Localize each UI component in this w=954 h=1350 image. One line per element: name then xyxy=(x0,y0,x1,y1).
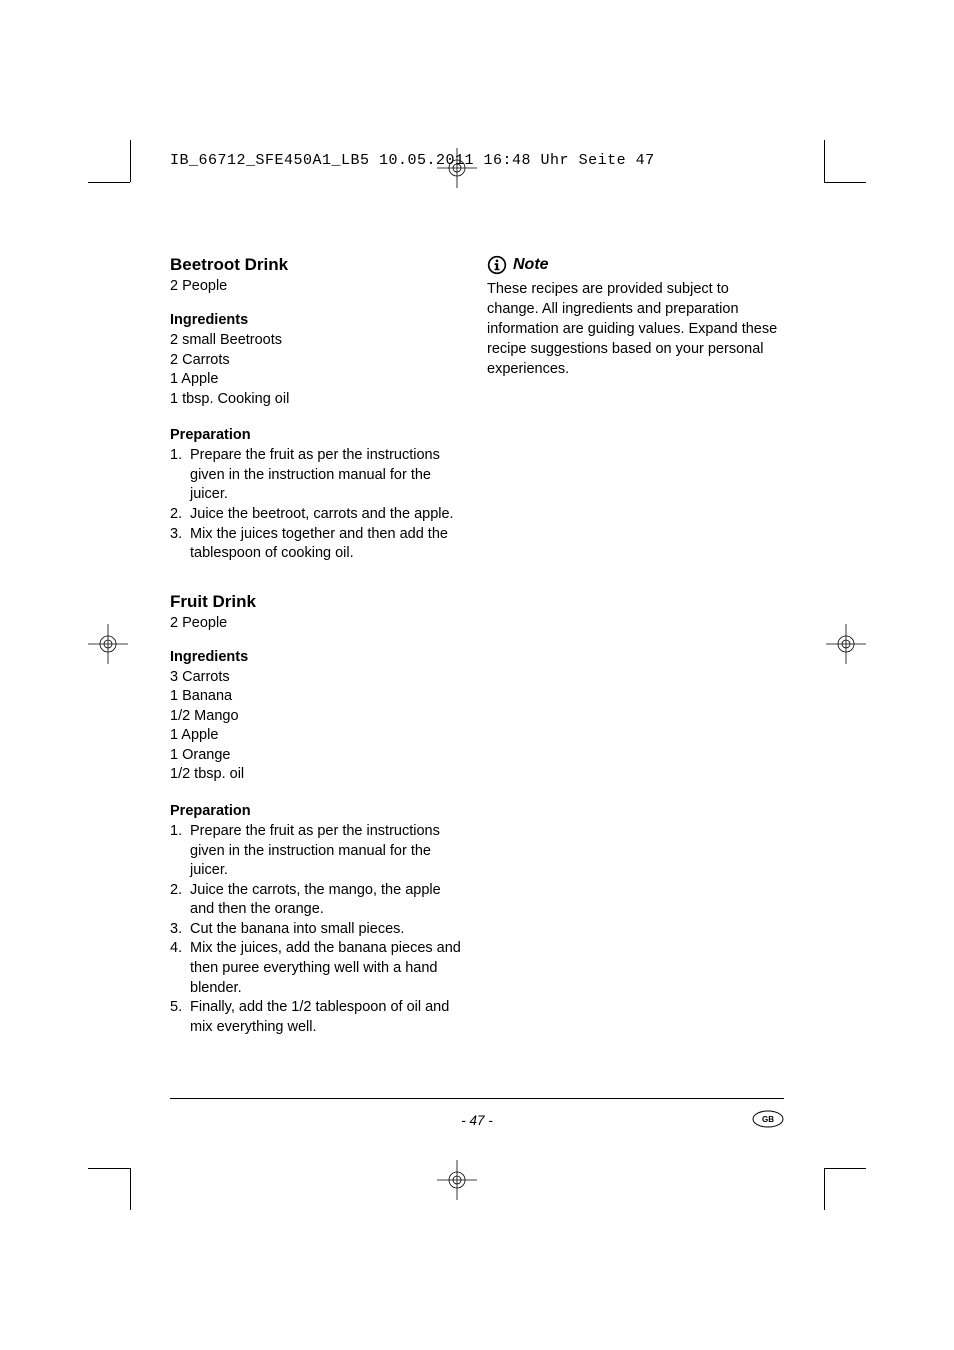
preparation-step: 2.Juice the carrots, the mango, the appl… xyxy=(170,881,467,920)
ingredient-item: 3 Carrots xyxy=(170,668,467,688)
crop-mark xyxy=(130,1168,131,1210)
ingredients-list: 2 small Beetroots 2 Carrots 1 Apple 1 tb… xyxy=(170,331,467,409)
svg-text:GB: GB xyxy=(762,1115,774,1124)
ingredient-item: 1 Banana xyxy=(170,687,467,707)
preparation-list: 1.Prepare the fruit as per the instructi… xyxy=(170,446,467,563)
note-body: These recipes are provided subject to ch… xyxy=(487,279,784,379)
ingredient-item: 1 tbsp. Cooking oil xyxy=(170,390,467,410)
crop-mark xyxy=(88,1168,130,1169)
footer-rule xyxy=(170,1098,784,1099)
note-label: Note xyxy=(513,256,549,274)
ingredient-item: 1 Apple xyxy=(170,370,467,390)
ingredients-heading: Ingredients xyxy=(170,312,467,328)
ingredient-item: 2 Carrots xyxy=(170,351,467,371)
registration-mark-icon xyxy=(437,1160,477,1200)
recipe-beetroot: Beetroot Drink 2 People Ingredients 2 sm… xyxy=(170,255,467,564)
ingredient-item: 1 Apple xyxy=(170,726,467,746)
preparation-list: 1.Prepare the fruit as per the instructi… xyxy=(170,822,467,1037)
recipe-title: Beetroot Drink xyxy=(170,255,467,275)
recipe-title: Fruit Drink xyxy=(170,592,467,612)
ingredients-heading: Ingredients xyxy=(170,649,467,665)
recipe-serves: 2 People xyxy=(170,615,467,631)
registration-mark-icon xyxy=(437,148,477,188)
preparation-heading: Preparation xyxy=(170,427,467,443)
preparation-step: 5.Finally, add the 1/2 tablespoon of oil… xyxy=(170,998,467,1037)
country-badge: GB xyxy=(752,1110,784,1128)
crop-mark xyxy=(824,140,825,182)
registration-mark-icon xyxy=(88,624,128,664)
crop-mark xyxy=(824,182,866,183)
note-heading: Note xyxy=(487,255,784,275)
preparation-step: 4.Mix the juices, add the banana pieces … xyxy=(170,939,467,998)
preparation-step: 3.Mix the juices together and then add t… xyxy=(170,525,467,564)
registration-mark-icon xyxy=(826,624,866,664)
ingredient-item: 1 Orange xyxy=(170,746,467,766)
print-header-line: IB_66712_SFE450A1_LB5 10.05.2011 16:48 U… xyxy=(170,152,655,169)
ingredient-item: 2 small Beetroots xyxy=(170,331,467,351)
crop-mark xyxy=(130,140,131,182)
crop-mark xyxy=(824,1168,825,1210)
recipe-fruit-drink: Fruit Drink 2 People Ingredients 3 Carro… xyxy=(170,592,467,1038)
ingredient-item: 1/2 Mango xyxy=(170,707,467,727)
left-column: Beetroot Drink 2 People Ingredients 2 sm… xyxy=(170,255,467,1065)
right-column: Note These recipes are provided subject … xyxy=(487,255,784,1065)
content-area: Beetroot Drink 2 People Ingredients 2 sm… xyxy=(170,255,784,1065)
preparation-step: 1.Prepare the fruit as per the instructi… xyxy=(170,446,467,505)
crop-mark xyxy=(88,182,130,183)
recipe-serves: 2 People xyxy=(170,278,467,294)
ingredient-item: 1/2 tbsp. oil xyxy=(170,765,467,785)
preparation-step: 3.Cut the banana into small pieces. xyxy=(170,920,467,940)
info-icon xyxy=(487,255,507,275)
preparation-step: 2.Juice the beetroot, carrots and the ap… xyxy=(170,505,467,525)
preparation-step: 1.Prepare the fruit as per the instructi… xyxy=(170,822,467,881)
crop-mark xyxy=(824,1168,866,1169)
page-number: - 47 - xyxy=(0,1113,954,1128)
preparation-heading: Preparation xyxy=(170,803,467,819)
ingredients-list: 3 Carrots 1 Banana 1/2 Mango 1 Apple 1 O… xyxy=(170,668,467,785)
